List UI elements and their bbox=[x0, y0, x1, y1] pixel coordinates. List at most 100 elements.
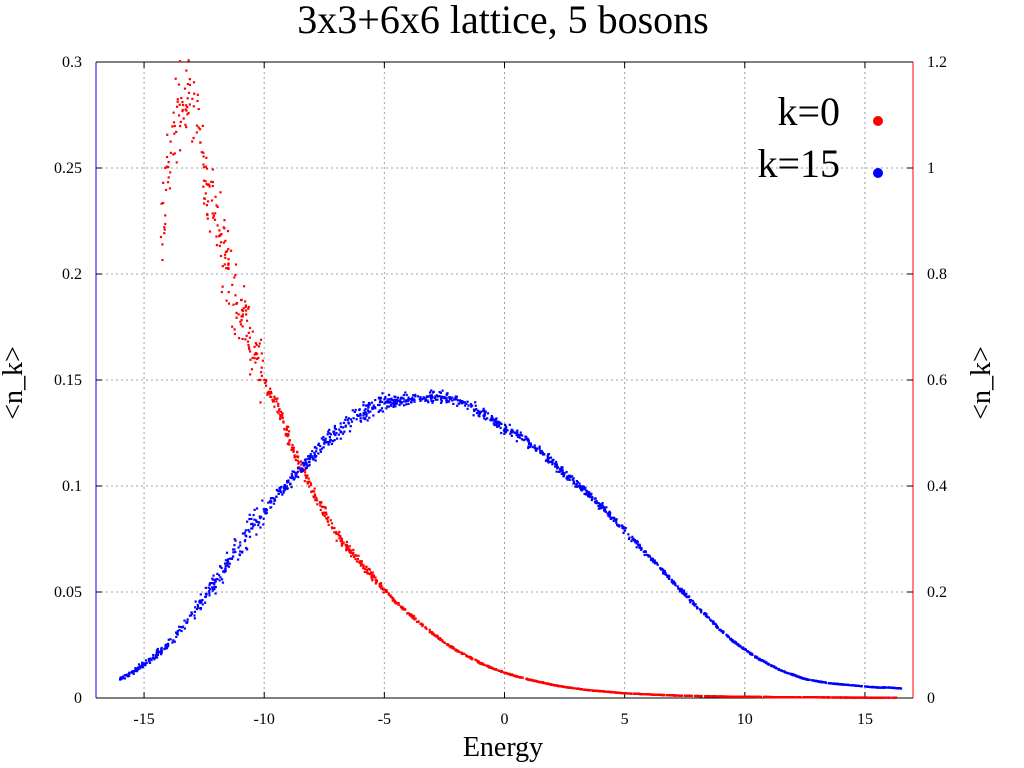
data-point bbox=[245, 548, 249, 551]
data-point bbox=[309, 482, 312, 485]
data-point bbox=[511, 673, 514, 677]
data-point bbox=[342, 432, 345, 435]
data-point bbox=[155, 651, 158, 654]
data-point bbox=[705, 614, 708, 617]
data-point bbox=[779, 696, 783, 699]
data-point bbox=[164, 222, 167, 226]
data-point bbox=[202, 163, 205, 166]
data-point bbox=[216, 224, 219, 227]
data-point bbox=[262, 523, 265, 526]
data-point bbox=[241, 337, 244, 341]
data-point bbox=[496, 424, 499, 427]
data-point bbox=[785, 696, 788, 699]
data-point bbox=[515, 440, 518, 443]
data-point bbox=[162, 201, 165, 205]
data-point bbox=[335, 532, 338, 535]
data-point bbox=[524, 435, 527, 438]
data-point bbox=[606, 690, 609, 693]
data-point bbox=[329, 519, 332, 522]
data-point bbox=[296, 459, 299, 462]
data-point bbox=[177, 83, 181, 86]
data-point bbox=[516, 432, 519, 435]
data-point bbox=[436, 635, 439, 638]
data-point bbox=[301, 461, 304, 464]
data-point bbox=[682, 589, 686, 592]
data-point bbox=[224, 239, 227, 243]
data-point bbox=[319, 504, 322, 507]
data-point bbox=[333, 526, 336, 530]
data-point bbox=[194, 600, 197, 603]
data-point bbox=[312, 495, 315, 498]
data-point bbox=[420, 398, 424, 401]
data-point bbox=[299, 460, 303, 463]
data-point bbox=[461, 401, 464, 404]
data-point bbox=[294, 459, 297, 462]
data-point bbox=[805, 678, 808, 681]
data-point bbox=[247, 331, 250, 334]
data-point bbox=[494, 417, 498, 421]
data-point bbox=[608, 513, 612, 516]
data-point bbox=[297, 475, 300, 479]
data-point bbox=[568, 686, 572, 689]
x-tick-label: -5 bbox=[378, 711, 391, 728]
data-point bbox=[176, 631, 179, 635]
y-tick-label-left: 0.2 bbox=[62, 266, 82, 283]
data-point bbox=[548, 456, 551, 460]
data-point bbox=[527, 445, 530, 448]
data-point bbox=[597, 501, 600, 505]
data-point bbox=[490, 414, 493, 418]
data-point bbox=[281, 412, 284, 415]
data-point bbox=[395, 398, 398, 401]
data-point bbox=[121, 677, 124, 680]
data-point bbox=[144, 664, 147, 667]
data-point bbox=[347, 548, 350, 551]
data-point bbox=[754, 655, 757, 658]
data-point bbox=[808, 678, 811, 682]
data-point bbox=[891, 686, 895, 689]
data-point bbox=[255, 352, 259, 355]
data-point bbox=[204, 165, 208, 168]
data-point bbox=[535, 447, 539, 450]
data-point bbox=[817, 680, 820, 683]
data-point bbox=[400, 402, 403, 405]
data-point bbox=[344, 424, 347, 427]
data-point bbox=[208, 582, 212, 585]
data-point bbox=[204, 601, 207, 604]
data-point bbox=[334, 428, 338, 431]
data-point bbox=[188, 83, 192, 87]
data-point bbox=[896, 687, 899, 690]
data-point bbox=[419, 399, 422, 403]
data-point bbox=[218, 565, 222, 568]
data-point bbox=[185, 126, 188, 129]
data-point bbox=[615, 521, 618, 524]
data-point bbox=[286, 433, 289, 437]
data-point bbox=[211, 577, 214, 580]
data-point bbox=[164, 644, 167, 647]
data-point bbox=[601, 502, 604, 505]
data-point bbox=[364, 417, 367, 421]
data-point bbox=[389, 398, 392, 401]
data-point bbox=[535, 449, 538, 452]
data-point bbox=[213, 582, 216, 586]
data-point bbox=[337, 433, 340, 436]
data-point bbox=[261, 359, 265, 362]
data-point bbox=[525, 677, 528, 680]
data-point bbox=[421, 625, 424, 628]
data-point bbox=[279, 491, 282, 494]
data-point bbox=[200, 151, 203, 154]
data-point bbox=[226, 559, 229, 563]
data-point bbox=[180, 96, 183, 100]
data-point bbox=[216, 577, 219, 581]
data-point bbox=[775, 667, 778, 670]
x-tick-label: -10 bbox=[254, 711, 275, 728]
data-point bbox=[674, 584, 677, 587]
data-point bbox=[251, 527, 254, 530]
data-point bbox=[324, 507, 327, 510]
data-point bbox=[212, 214, 215, 217]
data-point bbox=[273, 405, 276, 408]
data-point bbox=[248, 535, 252, 538]
data-point bbox=[561, 470, 564, 473]
data-point bbox=[515, 675, 518, 678]
data-point bbox=[381, 392, 384, 395]
data-point bbox=[161, 258, 164, 262]
